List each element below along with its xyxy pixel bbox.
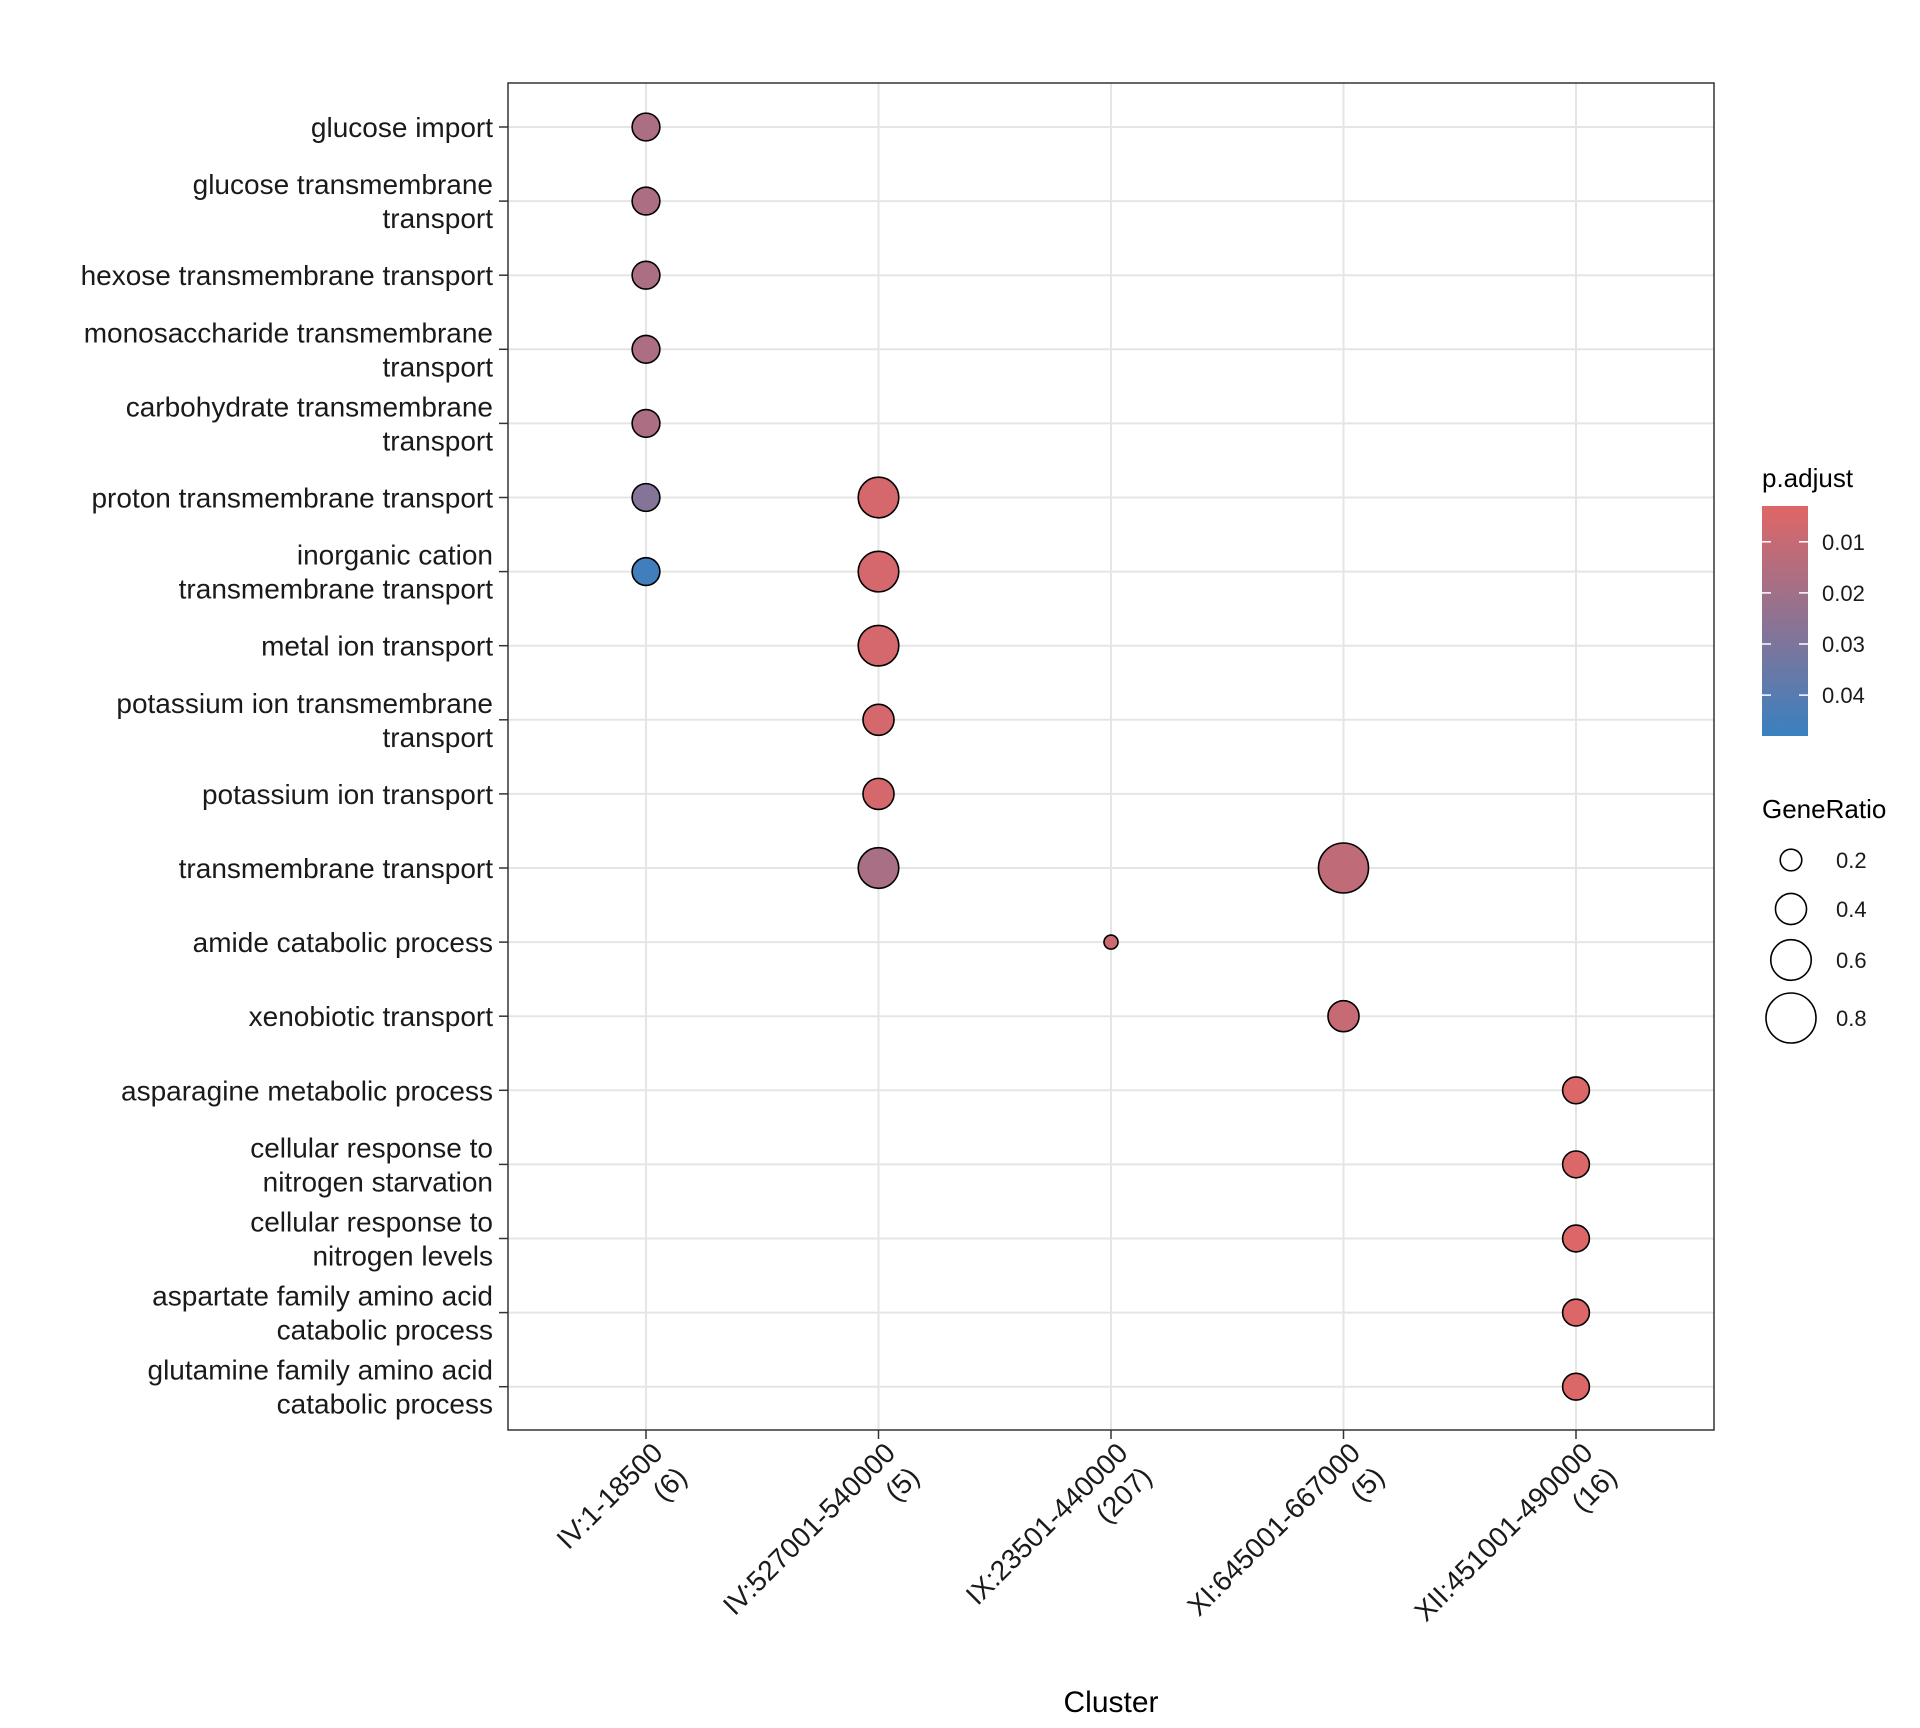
size-legend-title: GeneRatio [1762,794,1886,824]
y-tick-label: hexose transmembrane transport [81,260,494,291]
data-point [631,112,661,142]
data-point [1561,1224,1591,1253]
x-tick-label: XII:451001-490000(16) [1408,1437,1622,1651]
y-tick-label: amide catabolic process [193,927,493,958]
color-legend: p.adjust 0.01 0.02 0.03 0.04 [1762,463,1865,736]
color-bar [1762,506,1808,736]
data-point [1317,842,1370,894]
size-legend-circle [1765,992,1817,1044]
y-tick-label: monosaccharide transmembrane transport [84,317,494,382]
y-tick-label: carbohydrate transmembrane transport [126,391,494,456]
y-tick-label: glutamine family amino acid catabolic pro… [148,1355,494,1420]
y-tick-label: asparagine metabolic process [121,1075,493,1106]
data-point [631,260,661,290]
y-tick-label: cellular response to nitrogen starvation [250,1132,493,1197]
color-legend-title: p.adjust [1762,463,1854,493]
size-legend: GeneRatio 0.2 0.4 0.6 0.8 [1762,794,1886,1044]
x-tick-label: IV:1-18500(6) [551,1437,693,1579]
y-tick-label: glucose import [311,112,493,143]
data-point [631,334,661,364]
size-legend-label: 0.4 [1836,897,1867,922]
color-legend-label: 0.03 [1822,632,1865,657]
y-tick-label: glucose transmembrane transport [193,169,494,234]
data-point [862,703,895,737]
data-point [857,846,900,890]
color-legend-label: 0.04 [1822,683,1865,708]
x-tick-label: IX:23501-440000(207) [960,1437,1158,1635]
data-point [631,408,661,439]
panel-border [507,82,1715,1431]
y-tick-label: aspartate family amino acid catabolic pro… [152,1281,493,1346]
data-point [1561,1150,1591,1179]
data-point [862,777,895,811]
y-tick-label: inorganic cation transmembrane transport [179,540,494,605]
size-legend-label: 0.2 [1836,848,1867,873]
data-point [857,476,900,519]
data-point [857,624,900,667]
x-axis-labels: IV:1-18500(6) IV:527001-540000(5) IX:23501… [551,1437,1623,1651]
y-tick-label: metal ion transport [261,631,493,662]
x-tick-label: IV:527001-540000(5) [717,1437,925,1645]
data-points [631,112,1591,1401]
data-point [631,482,661,513]
grid-lines [508,83,1714,1430]
data-point [1561,1298,1591,1327]
data-point [1561,1076,1591,1105]
data-point [1103,934,1119,950]
y-tick-label: potassium ion transmembrane transport [116,688,493,753]
y-tick-label: cellular response to nitrogen levels [250,1207,493,1272]
data-point [631,186,661,216]
data-point [1327,999,1360,1033]
x-tick-label: XI:645001-667000(5) [1181,1437,1390,1646]
size-legend-label: 0.6 [1836,948,1867,973]
y-axis-labels: glucose import glucose transmembrane trans… [81,112,494,1420]
size-legend-label: 0.8 [1836,1006,1867,1031]
y-tick-label: potassium ion transport [202,779,493,810]
x-axis-title: Cluster [1063,1686,1158,1719]
data-point [1561,1372,1591,1401]
color-legend-label: 0.02 [1822,581,1865,606]
data-point [857,550,900,593]
color-legend-label: 0.01 [1822,530,1865,555]
size-legend-circle [1769,938,1813,982]
y-tick-label: proton transmembrane transport [91,483,493,514]
size-legend-circle [1774,892,1808,926]
y-tick-label: xenobiotic transport [249,1001,494,1032]
y-tick-label: transmembrane transport [179,853,494,884]
data-point [631,556,661,587]
size-legend-circle [1779,848,1803,872]
axis-ticks [499,126,1577,1439]
